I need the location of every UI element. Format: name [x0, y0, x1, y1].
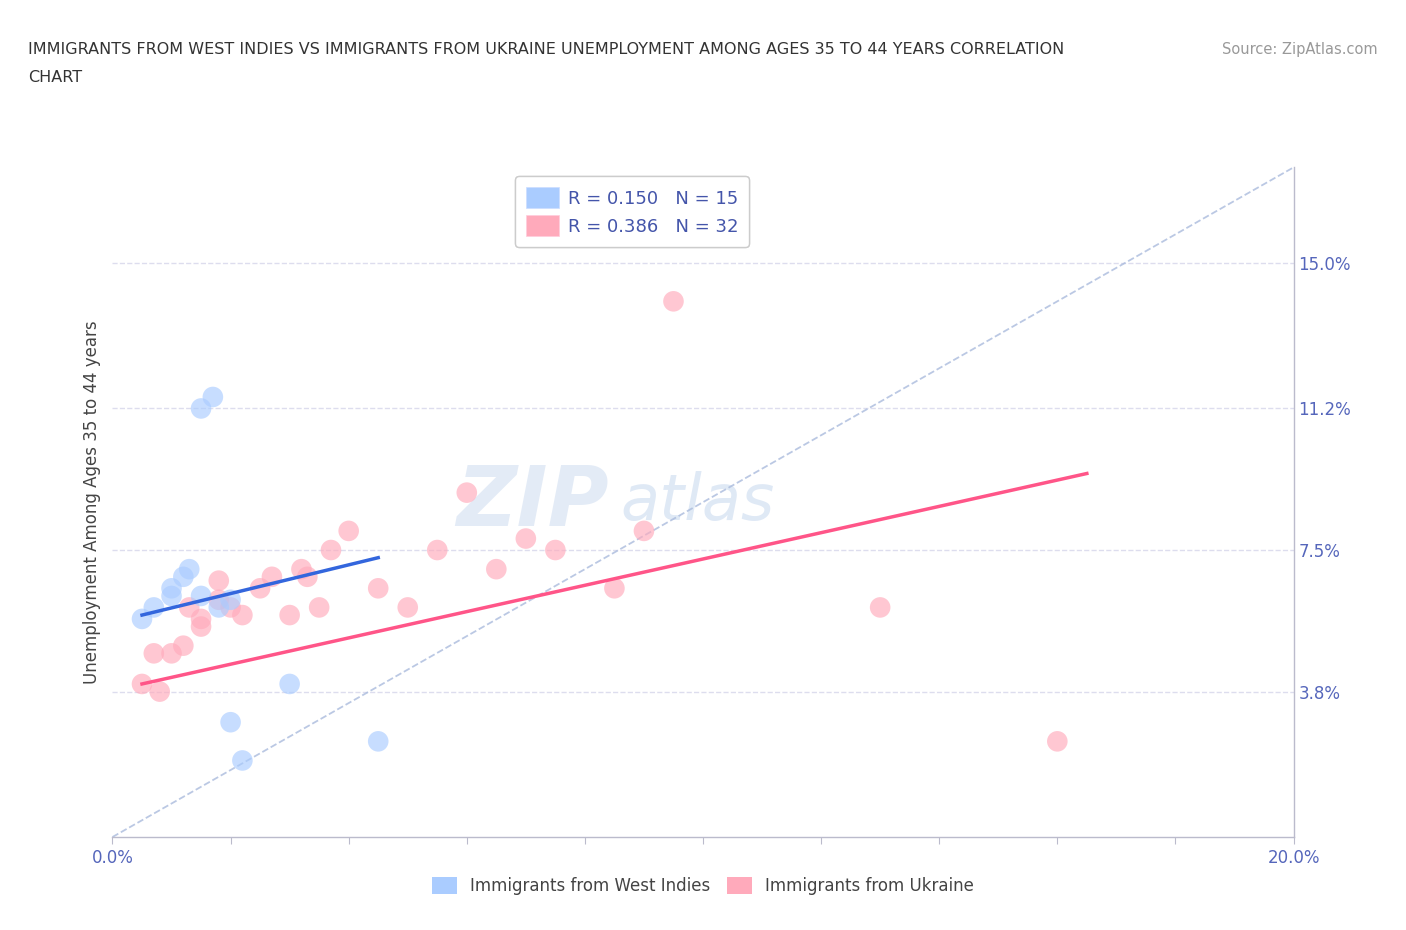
Point [1046, 734, 1069, 749]
Point [456, 485, 478, 500]
Point [172, 638, 194, 653]
Point [142, 600, 165, 615]
Point [544, 542, 567, 557]
Point [337, 524, 360, 538]
Point [160, 646, 183, 661]
Point [231, 753, 253, 768]
Point [260, 569, 283, 584]
Point [179, 600, 201, 615]
Text: IMMIGRANTS FROM WEST INDIES VS IMMIGRANTS FROM UKRAINE UNEMPLOYMENT AMONG AGES 3: IMMIGRANTS FROM WEST INDIES VS IMMIGRANT… [28, 42, 1064, 57]
Point [149, 684, 172, 699]
Point [131, 611, 153, 626]
Point [231, 607, 253, 622]
Text: atlas: atlas [620, 472, 775, 533]
Point [208, 592, 231, 607]
Point [367, 734, 389, 749]
Point [515, 531, 537, 546]
Point [190, 589, 212, 604]
Point [160, 581, 183, 596]
Point [208, 573, 231, 588]
Point [219, 592, 242, 607]
Point [396, 600, 419, 615]
Point [662, 294, 685, 309]
Point [426, 542, 449, 557]
Point [603, 581, 626, 596]
Text: Source: ZipAtlas.com: Source: ZipAtlas.com [1222, 42, 1378, 57]
Point [201, 390, 224, 405]
Point [208, 600, 231, 615]
Point [290, 562, 312, 577]
Legend: Immigrants from West Indies, Immigrants from Ukraine: Immigrants from West Indies, Immigrants … [423, 869, 983, 903]
Point [633, 524, 655, 538]
Point [869, 600, 891, 615]
Point [249, 581, 271, 596]
Point [367, 581, 389, 596]
Point [308, 600, 330, 615]
Legend: R = 0.150   N = 15, R = 0.386   N = 32: R = 0.150 N = 15, R = 0.386 N = 32 [515, 177, 749, 247]
Point [190, 611, 212, 626]
Point [172, 569, 194, 584]
Text: CHART: CHART [28, 70, 82, 85]
Point [131, 676, 153, 691]
Point [142, 646, 165, 661]
Point [278, 676, 301, 691]
Point [278, 607, 301, 622]
Text: ZIP: ZIP [456, 461, 609, 543]
Point [190, 401, 212, 416]
Point [179, 562, 201, 577]
Point [219, 715, 242, 730]
Point [485, 562, 508, 577]
Point [190, 619, 212, 634]
Point [297, 569, 319, 584]
Point [160, 589, 183, 604]
Point [319, 542, 342, 557]
Y-axis label: Unemployment Among Ages 35 to 44 years: Unemployment Among Ages 35 to 44 years [83, 321, 101, 684]
Point [219, 600, 242, 615]
